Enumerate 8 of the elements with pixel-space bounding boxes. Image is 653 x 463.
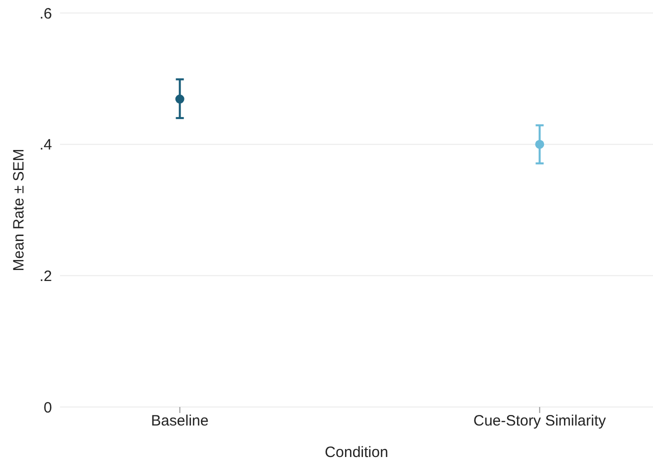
y-tick-label: .2 [39, 268, 52, 285]
y-tick-label: .4 [39, 136, 52, 154]
y-axis-title: Mean Rate ± SEM [10, 148, 28, 272]
y-tick-label: 0 [44, 399, 52, 416]
x-axis-title: Condition [324, 444, 388, 461]
y-tick-label: .6 [39, 5, 52, 22]
x-tick-label: Cue-Story Similarity [473, 412, 606, 430]
x-tick-label: Baseline [151, 412, 209, 430]
